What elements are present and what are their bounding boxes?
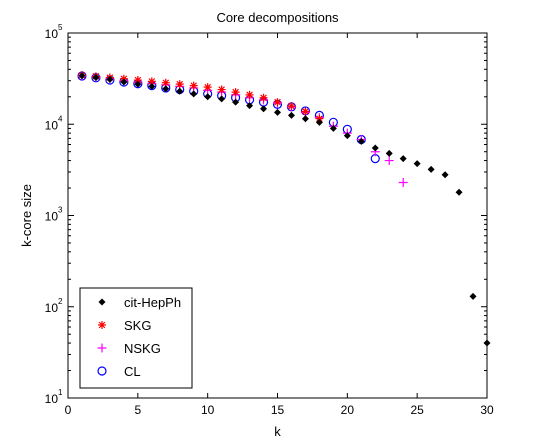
legend-label: SKG <box>124 318 151 333</box>
data-point <box>162 85 170 93</box>
data-point <box>274 108 281 116</box>
x-axis-title: k <box>274 424 281 439</box>
x-tick-label: 30 <box>480 403 494 417</box>
data-point <box>217 85 226 94</box>
y-tick-label: 10 <box>45 392 59 406</box>
data-point <box>204 93 212 101</box>
x-tick-label: 5 <box>134 403 141 417</box>
y-tick-exponent: 1 <box>58 388 63 397</box>
data-point <box>413 160 421 168</box>
data-point <box>176 87 184 95</box>
data-point <box>287 102 296 111</box>
data-point <box>203 83 212 92</box>
data-point <box>483 339 491 347</box>
data-point <box>384 156 394 166</box>
data-point <box>218 95 226 103</box>
data-point <box>301 107 310 116</box>
x-tick-label: 15 <box>271 403 285 417</box>
data-point <box>92 74 100 82</box>
data-point <box>399 155 407 163</box>
x-tick-label: 20 <box>341 403 355 417</box>
data-point <box>455 188 463 196</box>
legend-entry: CL <box>97 364 141 379</box>
legend-entry: cit-HepPh <box>98 295 181 310</box>
legend-label: CL <box>124 364 141 379</box>
y-tick-exponent: 3 <box>58 206 63 215</box>
data-point <box>78 72 86 80</box>
legend-entry: SKG <box>98 318 151 333</box>
legend-marker <box>97 343 107 353</box>
data-point <box>398 177 408 187</box>
data-point <box>427 165 435 173</box>
y-tick-exponent: 2 <box>58 297 63 306</box>
data-point <box>259 93 268 102</box>
data-point <box>260 105 268 113</box>
data-point <box>120 78 128 86</box>
data-point <box>175 80 184 89</box>
data-point <box>134 80 142 88</box>
data-point <box>441 171 449 179</box>
data-point <box>287 111 295 119</box>
data-point <box>315 114 324 123</box>
x-tick-label: 25 <box>410 403 424 417</box>
data-point <box>246 102 254 110</box>
legend: cit-HepPh SKG NSKG CL <box>79 287 193 389</box>
legend-label: NSKG <box>124 341 161 356</box>
y-tick-label: 10 <box>45 118 59 132</box>
data-point <box>245 90 254 99</box>
y-tick-exponent: 5 <box>58 23 63 32</box>
data-point <box>147 77 156 86</box>
data-point <box>343 132 351 140</box>
chart-title: Core decompositions <box>216 10 339 25</box>
data-point <box>133 76 142 85</box>
y-axis-title: k-core size <box>19 184 34 247</box>
data-point <box>469 292 477 300</box>
data-point <box>106 75 114 83</box>
data-point <box>371 144 379 152</box>
data-point <box>148 82 156 90</box>
x-tick-label: 10 <box>201 403 215 417</box>
legend-label: cit-HepPh <box>124 295 181 310</box>
data-point <box>231 88 240 97</box>
data-point <box>273 98 282 107</box>
data-point <box>357 137 365 145</box>
y-tick-label: 10 <box>45 301 59 315</box>
y-tick-label: 10 <box>45 210 59 224</box>
data-point <box>189 81 198 90</box>
data-point <box>232 98 240 106</box>
legend-marker <box>98 298 106 306</box>
data-point <box>301 115 309 123</box>
y-tick-exponent: 4 <box>58 114 63 123</box>
data-point <box>315 118 323 126</box>
data-marks <box>77 71 491 347</box>
legend-entry: NSKG <box>97 341 161 356</box>
legend-box <box>79 287 193 389</box>
series-cit-hepph <box>78 72 491 347</box>
data-point <box>385 149 393 157</box>
data-point <box>161 78 170 87</box>
data-point <box>329 124 337 132</box>
y-tick-label: 10 <box>45 27 59 41</box>
legend-marker <box>97 366 107 376</box>
legend-marker <box>98 321 106 329</box>
x-tick-label: 0 <box>65 403 72 417</box>
data-point <box>190 90 198 98</box>
